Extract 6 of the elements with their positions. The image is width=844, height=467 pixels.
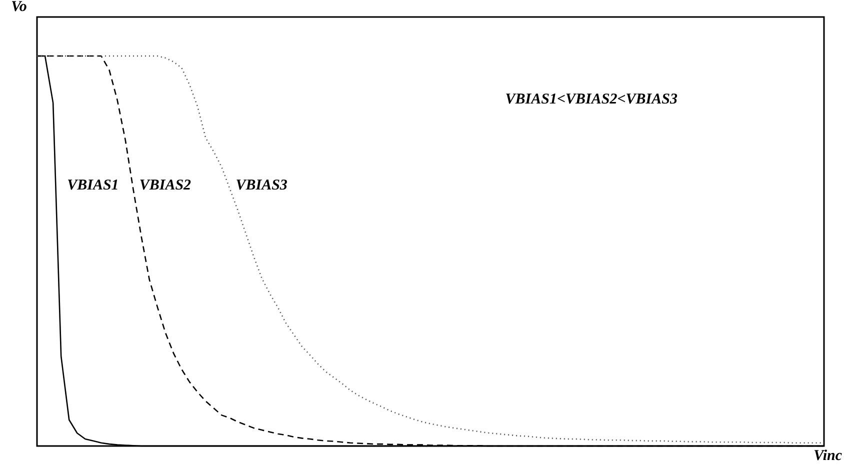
series-label: VBIAS3 (236, 178, 288, 194)
x-axis-title: Vinc (814, 448, 842, 464)
series-label: VBIAS1 (67, 178, 119, 194)
y-axis-title: Vo (11, 0, 27, 15)
series-label: VBIAS2 (139, 178, 192, 194)
annotation: VBIAS1<VBIAS2<VBIAS3 (505, 92, 678, 108)
